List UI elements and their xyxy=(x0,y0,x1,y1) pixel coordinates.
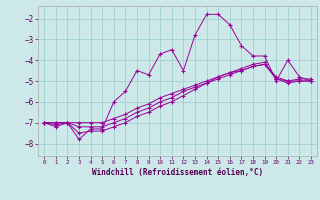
X-axis label: Windchill (Refroidissement éolien,°C): Windchill (Refroidissement éolien,°C) xyxy=(92,168,263,177)
